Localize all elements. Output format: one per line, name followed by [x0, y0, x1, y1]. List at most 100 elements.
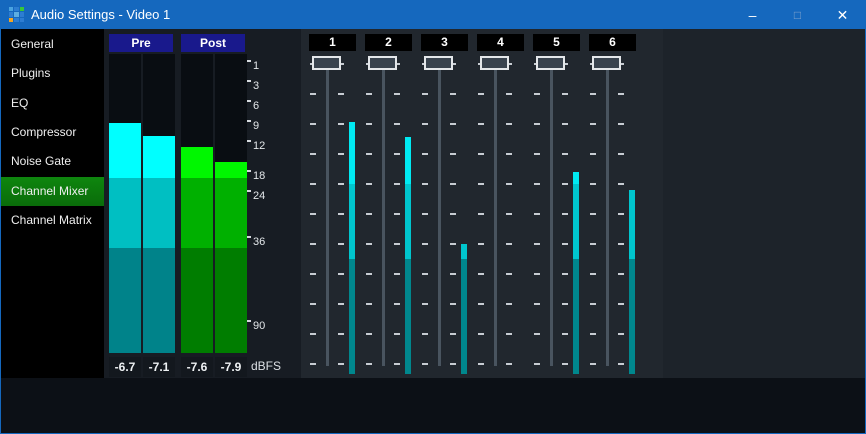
- channel-2-fader-handle[interactable]: [368, 56, 397, 70]
- sidebar-item-eq[interactable]: EQ: [1, 89, 104, 118]
- fader-tick-mark: [338, 183, 344, 185]
- post-meter-readout-left: -7.6: [181, 357, 213, 377]
- sidebar-item-noise-gate[interactable]: Noise Gate: [1, 147, 104, 176]
- sidebar-item-channel-matrix[interactable]: Channel Matrix: [1, 206, 104, 235]
- scale-tick-dash: [247, 190, 251, 192]
- fader-tick-mark: [478, 243, 484, 245]
- fader-tick-mark: [478, 183, 484, 185]
- fader-tick-mark: [618, 93, 624, 95]
- fader-tick-mark: [478, 303, 484, 305]
- fader-tick-mark: [422, 183, 428, 185]
- fader-tick-mark: [562, 303, 568, 305]
- fader-tick-mark: [534, 213, 540, 215]
- fader-tick-mark: [366, 153, 372, 155]
- channel-1-fader-handle[interactable]: [312, 56, 341, 70]
- channel-2-level-meter: [405, 259, 411, 374]
- channel-6-fader-handle[interactable]: [592, 56, 621, 70]
- dbfs-label: dBFS: [251, 359, 281, 373]
- fader-tick-mark: [590, 213, 596, 215]
- channel-2-level-meter: [405, 137, 411, 184]
- meter-scale-tick-12: 12: [247, 139, 287, 153]
- post-meter-bar-right: [215, 248, 247, 353]
- channel-5-button[interactable]: 5: [533, 34, 580, 51]
- window-title: Audio Settings - Video 1: [31, 1, 170, 29]
- fader-tick-mark: [394, 183, 400, 185]
- fader-tick-mark: [338, 273, 344, 275]
- fader-tick-mark: [506, 243, 512, 245]
- fader-tick-mark: [562, 153, 568, 155]
- pre-meter-bar-right: [143, 136, 175, 178]
- fader-tick-mark: [338, 213, 344, 215]
- channel-3-fader-handle[interactable]: [424, 56, 453, 70]
- fader-tick-mark: [338, 363, 344, 365]
- fader-tick-mark: [534, 333, 540, 335]
- fader-tick-mark: [590, 123, 596, 125]
- fader-tick-mark: [338, 303, 344, 305]
- fader-tick-mark: [394, 153, 400, 155]
- fader-tick-mark: [590, 243, 596, 245]
- channel-3-button[interactable]: 3: [421, 34, 468, 51]
- pre-meter-readout-right: -7.1: [143, 357, 175, 377]
- fader-tick-mark: [310, 363, 316, 365]
- pre-meter-button[interactable]: Pre: [109, 34, 173, 52]
- fader-tick-mark: [506, 123, 512, 125]
- fader-tick-mark: [618, 363, 624, 365]
- channel-4-fader-handle[interactable]: [480, 56, 509, 70]
- app-icon-square: [9, 18, 13, 22]
- post-meter-bar-left: [181, 248, 213, 353]
- fader-tick-mark: [310, 333, 316, 335]
- fader-tick-mark: [478, 273, 484, 275]
- channel-3-fader-track[interactable]: [438, 56, 441, 366]
- channel-1-fader-track[interactable]: [326, 56, 329, 366]
- channel-2-fader-track[interactable]: [382, 56, 385, 366]
- fader-tick-mark: [618, 243, 624, 245]
- fader-tick-mark: [562, 123, 568, 125]
- channel-5-fader-handle[interactable]: [536, 56, 565, 70]
- sidebar-item-channel-mixer[interactable]: Channel Mixer: [1, 177, 104, 206]
- fader-tick-mark: [422, 273, 428, 275]
- sidebar-item-plugins[interactable]: Plugins: [1, 59, 104, 88]
- channel-4-button[interactable]: 4: [477, 34, 524, 51]
- fader-tick-mark: [478, 123, 484, 125]
- fader-tick-mark: [338, 333, 344, 335]
- fader-tick-mark: [506, 363, 512, 365]
- fader-tick-mark: [366, 303, 372, 305]
- footer: Close: [1, 378, 866, 434]
- fader-tick-mark: [366, 333, 372, 335]
- fader-tick-mark: [366, 93, 372, 95]
- fader-tick-mark: [366, 273, 372, 275]
- fader-tick-mark: [618, 273, 624, 275]
- close-window-button[interactable]: ✕: [820, 1, 865, 29]
- channel-3-level-meter: [461, 259, 467, 374]
- fader-tick-mark: [366, 213, 372, 215]
- channel-4-fader-track[interactable]: [494, 56, 497, 366]
- fader-tick-mark: [590, 363, 596, 365]
- fader-tick-mark: [562, 333, 568, 335]
- meter-scale-tick-1: 1: [247, 59, 287, 73]
- app-icon-square: [9, 12, 13, 16]
- fader-tick-mark: [450, 93, 456, 95]
- channel-6-button[interactable]: 6: [589, 34, 636, 51]
- fader-tick-mark: [562, 93, 568, 95]
- channel-2-button[interactable]: 2: [365, 34, 412, 51]
- scale-tick-dash: [247, 100, 251, 102]
- fader-tick-mark: [534, 123, 540, 125]
- fader-tick-mark: [534, 363, 540, 365]
- fader-tick-mark: [394, 93, 400, 95]
- pre-meter-bar-left: [109, 248, 141, 353]
- meter-scale-tick-18: 18: [247, 169, 287, 183]
- fader-tick-mark: [422, 363, 428, 365]
- channel-1-button[interactable]: 1: [309, 34, 356, 51]
- scale-tick-dash: [247, 320, 251, 322]
- sidebar-item-general[interactable]: General: [1, 30, 104, 59]
- app-icon-square: [14, 7, 18, 11]
- fader-tick-mark: [618, 213, 624, 215]
- post-meter-button[interactable]: Post: [181, 34, 245, 52]
- channel-5-fader-track[interactable]: [550, 56, 553, 366]
- channel-6-fader-track[interactable]: [606, 56, 609, 366]
- fader-tick-mark: [506, 93, 512, 95]
- fader-tick-mark: [450, 333, 456, 335]
- sidebar-item-compressor[interactable]: Compressor: [1, 118, 104, 147]
- post-meter-bar-right: [215, 162, 247, 178]
- minimize-button[interactable]: –: [730, 1, 775, 29]
